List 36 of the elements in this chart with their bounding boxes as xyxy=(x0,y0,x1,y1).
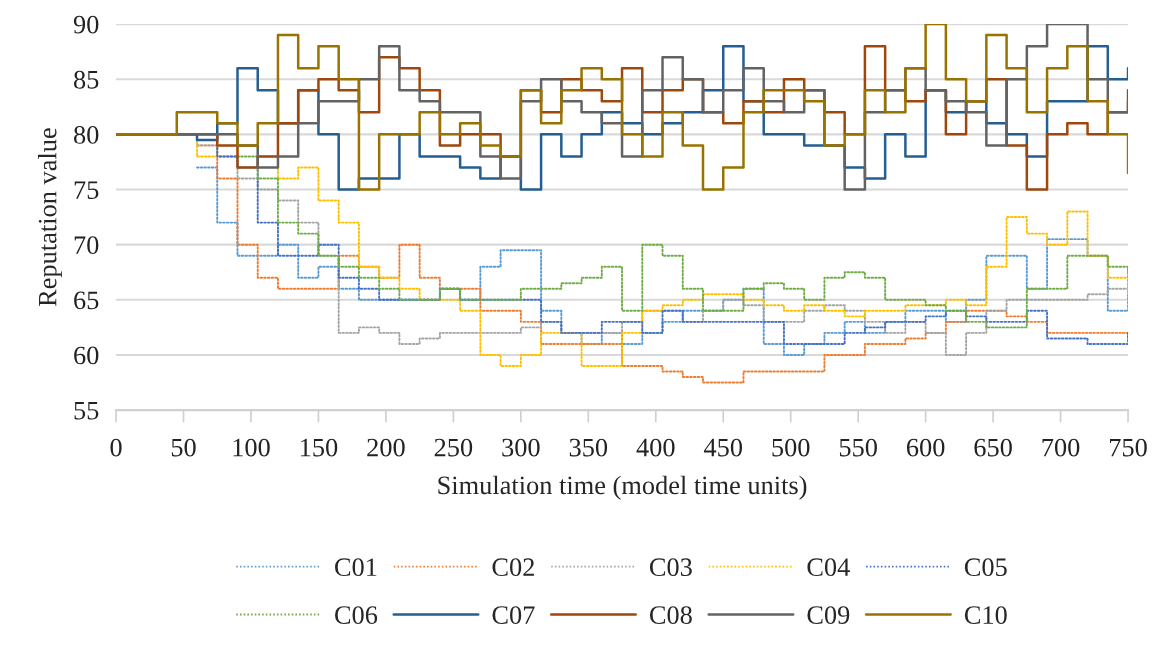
y-tick-label: 80 xyxy=(74,125,99,144)
y-tick-label: 75 xyxy=(74,181,99,199)
y-tick-label: 60 xyxy=(74,346,99,365)
x-tick-label: 200 xyxy=(367,438,405,457)
y-tick-label: 65 xyxy=(74,291,99,310)
legend-label: C04 xyxy=(807,558,850,577)
x-tick-label: 500 xyxy=(772,438,810,457)
x-tick-label: 450 xyxy=(703,438,743,457)
x-tick-label: 100 xyxy=(233,438,270,457)
x-tick-label: 250 xyxy=(434,438,473,457)
legend-label: C06 xyxy=(335,606,378,624)
y-tick-label: 55 xyxy=(74,401,99,420)
x-tick-label: 400 xyxy=(636,438,675,457)
legend-label: C01 xyxy=(335,558,377,577)
y-tick-label: 90 xyxy=(73,15,99,34)
y-tick-label: 85 xyxy=(74,70,99,89)
legend-label: C10 xyxy=(964,606,1007,624)
x-tick-label: 0 xyxy=(110,438,122,457)
legend-label: C07 xyxy=(492,606,535,624)
legend-label: C08 xyxy=(649,606,692,624)
legend-label: C02 xyxy=(492,558,534,577)
x-tick-label: 350 xyxy=(569,438,608,457)
x-tick-label: 550 xyxy=(839,438,877,457)
x-tick-label: 600 xyxy=(906,438,945,457)
y-axis-title: Reputation value xyxy=(37,128,62,307)
x-tick-label: 150 xyxy=(300,438,338,457)
legend-label: C05 xyxy=(964,558,1007,577)
legend-label: C03 xyxy=(649,558,692,577)
x-axis-title: Simulation time (model time units) xyxy=(438,475,807,500)
y-tick-label: 70 xyxy=(74,236,99,255)
x-tick-label: 50 xyxy=(171,438,196,457)
x-tick-label: 750 xyxy=(1109,438,1147,457)
x-tick-label: 650 xyxy=(974,438,1012,457)
x-tick-label: 300 xyxy=(502,438,540,457)
x-tick-label: 700 xyxy=(1042,438,1080,457)
legend-label: C09 xyxy=(807,606,850,624)
